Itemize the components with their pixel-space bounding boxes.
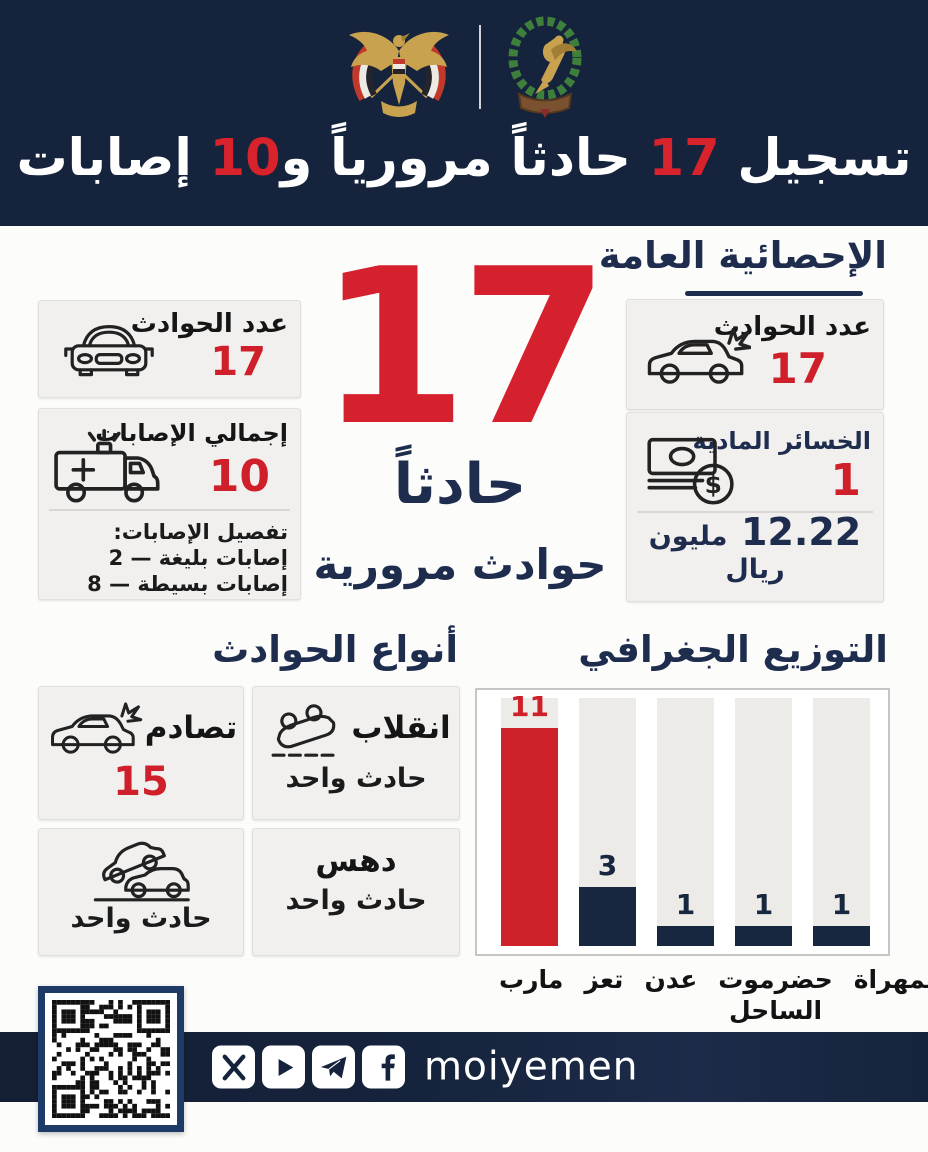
social-links: moiyemen	[212, 1045, 638, 1090]
chart-column: 1	[813, 698, 870, 946]
injury-details: تفصيل الإصابات: إصابات بليغة — 2 إصابات …	[87, 519, 288, 597]
losses-amount-unit: مليون ريال	[648, 521, 785, 585]
losses-amount: 12.22 مليون ريال	[627, 510, 883, 585]
rollover-count: حادث واحد	[285, 763, 427, 794]
injury-details-title: تفصيل الإصابات:	[113, 520, 288, 544]
title-accidents-count: 17	[648, 129, 720, 188]
runover-label: دهس	[315, 843, 397, 879]
big-accident-count: 17	[318, 222, 609, 473]
chart-track	[813, 698, 870, 946]
injuries-label: إجمالي الإصابات	[95, 419, 288, 447]
box-divider	[637, 511, 873, 513]
accidents-label: عدد الحوادث	[130, 309, 288, 339]
chart-bar	[735, 926, 792, 946]
chart-bar-value: 11	[510, 690, 549, 723]
youtube-icon[interactable]	[262, 1045, 305, 1089]
chart-track	[657, 698, 714, 946]
page-title: تسجيل 17 حادثاً مرورياً و10 إصابات	[0, 128, 928, 189]
logo-divider	[479, 25, 481, 109]
pileup-count: حادث واحد	[70, 903, 212, 934]
runover-count: حادث واحد	[285, 885, 427, 916]
chart-bar-value: 1	[675, 888, 696, 921]
collision-icon	[50, 702, 143, 754]
chart-category-label: مارب	[499, 965, 564, 994]
social-handle[interactable]: moiyemen	[424, 1044, 639, 1090]
chart-category-label: المهراة	[853, 965, 928, 994]
box-divider	[49, 509, 290, 511]
collision-label: تصادم	[144, 710, 238, 746]
stat-box-material-losses: الخسائر المادية 1 $ 12.22 مليون ريال	[626, 412, 884, 602]
chart-category-label: حضرموت الساحل	[718, 965, 833, 1026]
title-part: إصابات	[16, 129, 210, 188]
car-crash-icon	[647, 327, 751, 384]
geo-bar-chart: 11 3 1 1 1	[475, 688, 890, 956]
chart-category-label: عدن	[644, 965, 698, 994]
losses-label: الخسائر المادية	[692, 427, 872, 455]
chart-bar-value: 1	[753, 888, 774, 921]
type-box-rollover: انقلاب حادث واحد	[252, 686, 460, 820]
chart-column: 1	[657, 698, 714, 946]
injury-detail-line: إصابات بليغة — 2	[108, 546, 288, 570]
big-accident-unit: حادثاً	[393, 452, 527, 517]
chart-labels: مارب تعز عدن حضرموت الساحل المهراة	[475, 964, 928, 1027]
geo-distribution-heading: التوزيع الجغرافي	[578, 628, 888, 671]
chart-bar-value: 1	[831, 888, 852, 921]
car-front-icon	[64, 325, 154, 377]
accidents-value: 17	[768, 344, 827, 393]
ambulance-icon	[54, 428, 160, 503]
type-box-pileup: حادث واحد	[38, 828, 244, 956]
social-icon-row	[212, 1045, 405, 1089]
type-box-collision: تصادم 15	[38, 686, 244, 820]
logo-group	[341, 14, 587, 120]
x-icon[interactable]	[212, 1045, 255, 1089]
collision-count: 15	[113, 759, 169, 805]
stat-box-injuries: إجمالي الإصابات 10 تفصيل الإصابات: إصابا…	[38, 408, 301, 600]
title-part: تسجيل	[719, 129, 912, 188]
yemen-national-emblem-icon	[349, 31, 449, 117]
chart-bar	[501, 728, 558, 946]
rollover-label: انقلاب	[351, 710, 451, 746]
accidents-value: 17	[210, 339, 266, 385]
chart-bar-value: 3	[597, 849, 618, 882]
title-part: حادثاً مرورياً و	[280, 129, 649, 188]
telegram-icon[interactable]	[312, 1045, 355, 1089]
stat-box-accidents-left: عدد الحوادث 17	[38, 300, 301, 398]
chart-column: 11	[501, 690, 558, 946]
chart-columns: 11 3 1 1 1	[501, 690, 870, 946]
stat-box-accidents-right: عدد الحوادث 17	[626, 299, 884, 410]
pileup-icon	[93, 841, 190, 902]
injury-detail-line: إصابات بسيطة — 8	[87, 572, 288, 596]
svg-text:$: $	[705, 470, 722, 499]
type-box-runover: دهس حادث واحد	[252, 828, 460, 956]
header-band: تسجيل 17 حادثاً مرورياً و10 إصابات	[0, 0, 928, 226]
chart-track	[735, 698, 792, 946]
big-accident-caption: حوادث مرورية	[313, 540, 607, 589]
qr-code[interactable]	[38, 986, 184, 1132]
losses-value: 1	[830, 455, 861, 506]
rollover-icon	[271, 704, 339, 757]
moi-police-emblem-icon	[508, 16, 582, 118]
facebook-icon[interactable]	[362, 1045, 405, 1089]
heading-underline	[685, 291, 863, 296]
chart-bar	[657, 926, 714, 946]
money-icon: $	[647, 437, 734, 505]
title-injuries-count: 10	[209, 129, 281, 188]
losses-amount-number: 12.22	[741, 510, 862, 554]
general-stats-heading: الإحصائية العامة	[598, 234, 887, 277]
chart-column: 3	[579, 698, 636, 946]
chart-column: 1	[735, 698, 792, 946]
accident-types-heading: أنواع الحوادث	[212, 628, 458, 671]
chart-category-label: تعز	[584, 965, 624, 994]
chart-bar	[813, 926, 870, 946]
chart-bar	[579, 887, 636, 946]
injuries-value: 10	[208, 451, 270, 502]
